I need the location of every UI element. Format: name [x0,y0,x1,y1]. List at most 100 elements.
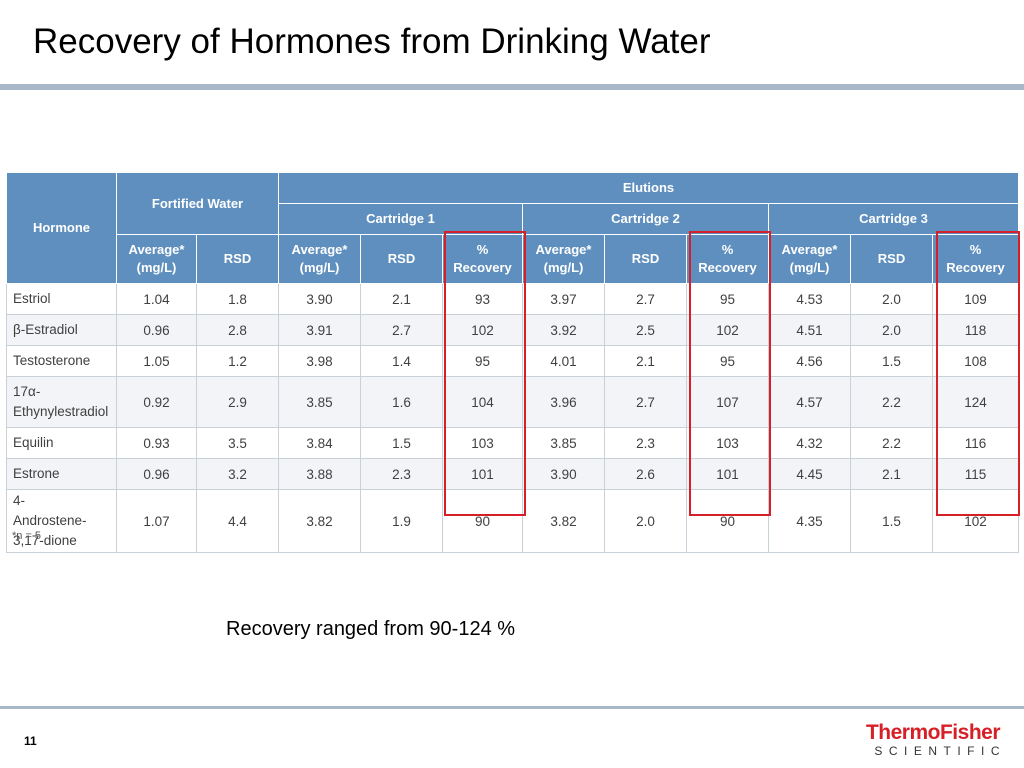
hormone-name: Estriol [6,283,117,315]
subheader-rsd: RSD [604,234,687,284]
table-cell: 115 [932,458,1019,490]
table-cell: 2.0 [850,283,933,315]
table-row: 17α- Ethynylestradiol 0.92 2.9 3.85 1.6 104 3.9… [6,376,1019,428]
page-number: 11 [24,734,37,748]
table-cell: 4.4 [196,489,279,553]
table-cell: 2.7 [360,314,443,346]
table-cell: 4.35 [768,489,851,553]
table-cell: 0.92 [116,376,197,428]
table-cell: 4.57 [768,376,851,428]
table-cell: 2.2 [850,376,933,428]
table-cell: 4.51 [768,314,851,346]
footer-divider [0,706,1024,709]
title-divider [0,84,1024,90]
table-cell: 4.56 [768,345,851,377]
table-cell: 124 [932,376,1019,428]
table-cell: 2.2 [850,427,933,459]
table-cell: 0.96 [116,314,197,346]
header-cartridge-1: Cartridge 1 [278,203,523,235]
table-cell: 2.3 [360,458,443,490]
table-cell: 3.84 [278,427,361,459]
table-cell: 1.07 [116,489,197,553]
logo-wordmark: ThermoFisher [865,721,1001,744]
table-cell: 2.7 [604,376,687,428]
hormone-name: Equilin [6,427,117,459]
table-cell: 1.5 [850,489,933,553]
table-cell: 3.91 [278,314,361,346]
header-fortified-water: Fortified Water [116,172,279,235]
thermo-fisher-logo: ThermoFisher SCIENTIFIC [865,721,1001,759]
table-cell: 2.3 [604,427,687,459]
recovery-highlight-cartridge-3 [936,231,1020,516]
table-cell: 1.5 [360,427,443,459]
table-cell: 2.5 [604,314,687,346]
table-cell: 3.92 [522,314,605,346]
table-cell: 95 [686,283,769,315]
table-cell: 102 [442,314,523,346]
table-cell: 90 [442,489,523,553]
table-cell: 102 [686,314,769,346]
table-cell: 103 [442,427,523,459]
table-cell: 4.32 [768,427,851,459]
table-cell: 90 [686,489,769,553]
table-row: Estrone 0.96 3.2 3.88 2.3 101 3.90 2.6 101 4.45 2.… [6,458,1019,490]
table-cell: 101 [442,458,523,490]
table-cell: 2.9 [196,376,279,428]
table-cell: 3.5 [196,427,279,459]
table-cell: 3.96 [522,376,605,428]
hormone-name: β-Estradiol [6,314,117,346]
table-cell: 2.0 [604,489,687,553]
table-cell: 2.8 [196,314,279,346]
subheader-rsd: RSD [360,234,443,284]
table-cell: 1.9 [360,489,443,553]
table-cell: 2.1 [604,345,687,377]
subheader-row: Average* (mg/L) RSD Average* (mg/L) RSD % R… [7,234,1019,284]
table-cell: 101 [686,458,769,490]
table-cell: 3.88 [278,458,361,490]
hormone-name: 4- Androstene-3,17-dione [6,489,117,553]
header-cartridge-3: Cartridge 3 [768,203,1019,235]
table-cell: 2.0 [850,314,933,346]
subheader-average: Average* (mg/L) [278,234,361,284]
table-cell: 95 [442,345,523,377]
subheader-rsd: RSD [850,234,933,284]
table-cell: 102 [932,489,1019,553]
recovery-highlight-cartridge-2 [689,231,771,516]
header-hormone: Hormone [6,172,117,284]
table-cell: 0.96 [116,458,197,490]
table-cell: 4.53 [768,283,851,315]
table-cell: 1.6 [360,376,443,428]
table-cell: 93 [442,283,523,315]
subheader-average: Average* (mg/L) [116,234,197,284]
table-cell: 0.93 [116,427,197,459]
table-cell: 1.5 [850,345,933,377]
table-cell: 3.2 [196,458,279,490]
table-cell: 3.82 [278,489,361,553]
header-elutions: Elutions [278,172,1019,204]
subheader-recovery: % Recovery [442,234,523,284]
table-cell: 118 [932,314,1019,346]
table-cell: 109 [932,283,1019,315]
table-cell: 3.98 [278,345,361,377]
subheader-average: Average* (mg/L) [768,234,851,284]
table-cell: 4.45 [768,458,851,490]
table-row: 4- Androstene-3,17-dione 1.07 4.4 3.82 1.9 90 3… [6,489,1019,553]
table-cell: 107 [686,376,769,428]
recovery-highlight-cartridge-1 [444,231,526,516]
table-cell: 103 [686,427,769,459]
table-cell: 3.85 [522,427,605,459]
table-cell: 1.8 [196,283,279,315]
hormone-name: Estrone [6,458,117,490]
table-footnote: *n = 5 [12,530,42,542]
table-cell: 3.82 [522,489,605,553]
table-row: Testosterone 1.05 1.2 3.98 1.4 95 4.01 2.1 95 4.5… [6,345,1019,377]
table-cell: 3.90 [278,283,361,315]
subheader-recovery: % Recovery [686,234,769,284]
table-row: β-Estradiol 0.96 2.8 3.91 2.7 102 3.92 2.5 102 4.… [6,314,1019,346]
table-cell: 2.7 [604,283,687,315]
subheader-average: Average* (mg/L) [522,234,605,284]
table-cell: 116 [932,427,1019,459]
recovery-summary: Recovery ranged from 90-124 % [226,618,516,640]
table-cell: 2.1 [850,458,933,490]
table-cell: 3.90 [522,458,605,490]
